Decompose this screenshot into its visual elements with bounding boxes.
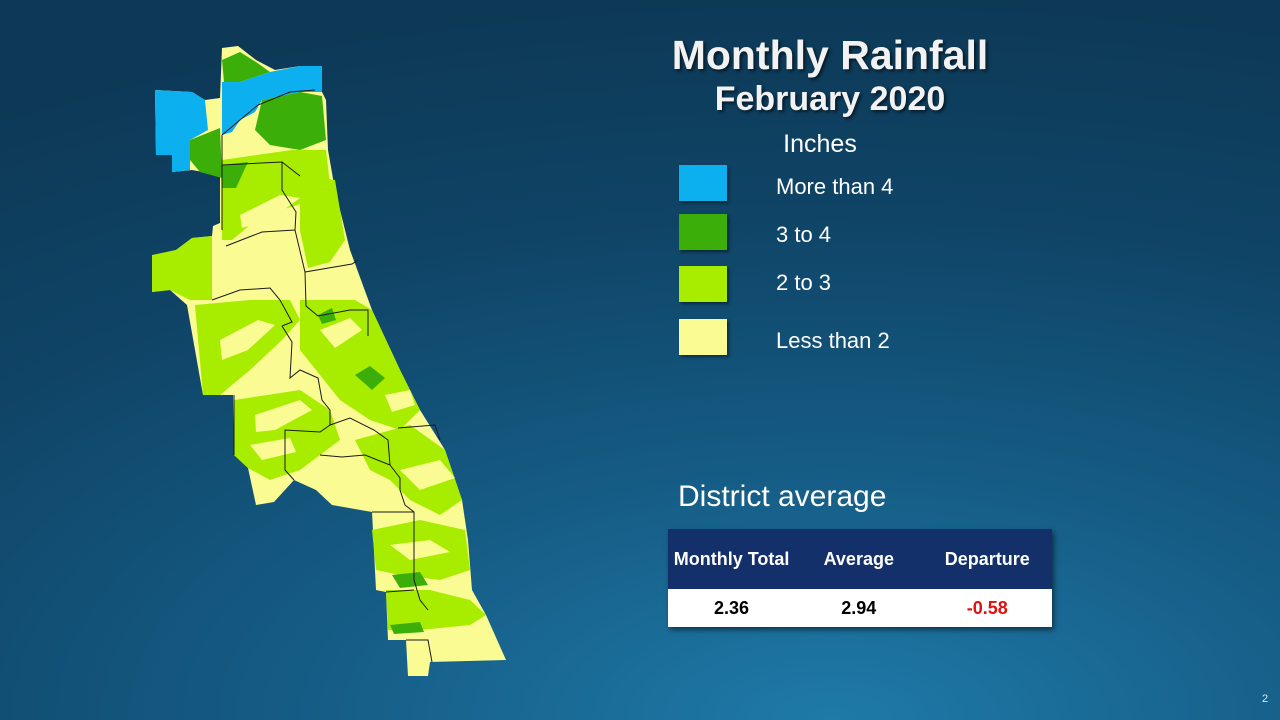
map-region-3-to-4	[190, 52, 428, 634]
value-monthly-total: 2.36	[668, 589, 796, 627]
legend-swatch-3-to-4	[679, 214, 727, 250]
slide-subtitle: February 2020	[714, 80, 946, 118]
legend-swatch-more-than-4	[679, 165, 727, 201]
legend-swatch-less-than-2	[679, 319, 727, 355]
value-average: 2.94	[795, 589, 923, 627]
header-monthly-total: Monthly Total	[668, 529, 796, 589]
legend-label-2-to-3: 2 to 3	[776, 270, 832, 295]
table-row: 2.36 2.94 -0.58	[668, 589, 1052, 627]
legend-swatch-2-to-3	[679, 266, 727, 302]
county-boundaries	[211, 89, 441, 663]
district-average-table: Monthly Total Average Departure 2.36 2.9…	[668, 529, 1052, 627]
legend-label-more-than-4: More than 4	[776, 174, 894, 199]
value-departure: -0.58	[922, 589, 1052, 627]
slide-title: Monthly Rainfall	[671, 32, 989, 78]
map-streaks-less-than-2	[220, 195, 455, 560]
district-average-heading: District average	[678, 480, 887, 513]
legend-label-less-than-2: Less than 2	[776, 328, 890, 353]
legend-title: Inches	[783, 130, 857, 158]
map-region-more-than-4	[155, 66, 322, 172]
legend-label-3-to-4: 3 to 4	[776, 222, 832, 247]
header-departure: Departure	[922, 529, 1052, 589]
header-average: Average	[795, 529, 923, 589]
table-header-row: Monthly Total Average Departure	[668, 529, 1052, 589]
page-number: 2	[1262, 693, 1269, 705]
